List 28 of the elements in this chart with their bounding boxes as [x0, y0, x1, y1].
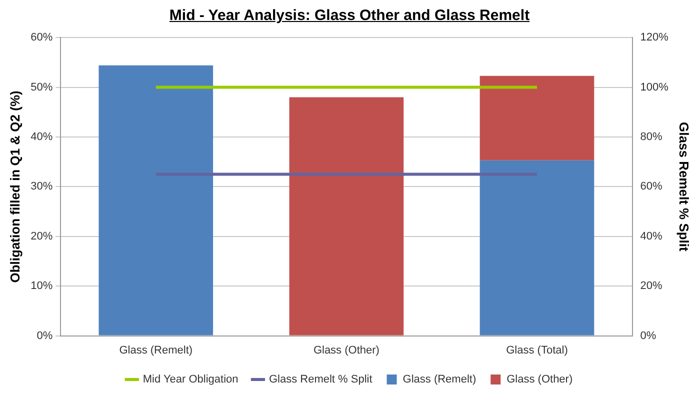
x-tick-label: Glass (Other) — [313, 344, 380, 356]
y2-axis-title: Glass Remelt % Split — [676, 122, 692, 252]
y-tick-label: 50% — [30, 81, 53, 94]
y2-tick-label: 0% — [640, 330, 656, 342]
bar — [98, 65, 214, 336]
bar — [289, 97, 404, 336]
chart-title: Mid - Year Analysis: Glass Other and Glass Remelt — [168, 6, 531, 26]
x-tick-label: Glass (Total) — [506, 344, 568, 356]
x-tick-label: Glass (Remelt) — [119, 344, 193, 356]
y-tick-label: 30% — [30, 180, 53, 193]
y2-tick-label: 100% — [640, 81, 669, 94]
legend-label: Glass (Remelt) — [402, 374, 476, 386]
bar — [480, 160, 594, 336]
y2-tick-label: 80% — [640, 131, 662, 144]
y2-tick-label: 40% — [640, 230, 662, 242]
y-tick-label: 40% — [30, 131, 53, 144]
y-tick-label: 20% — [30, 230, 53, 242]
y2-tick-label: 60% — [640, 180, 662, 193]
bar — [480, 76, 594, 160]
y2-tick-label: 120% — [640, 32, 669, 44]
y-tick-label: 0% — [36, 330, 53, 342]
y-tick-label: 10% — [30, 280, 53, 292]
legend-label: Glass Remelt % Split — [268, 374, 372, 386]
legend-label: Mid Year Obligation — [142, 374, 238, 386]
y-tick-label: 60% — [30, 32, 53, 44]
y-axis-title: Obligation filled in Q1 & Q2 (%) — [7, 90, 22, 283]
y2-tick-label: 20% — [640, 280, 662, 292]
legend-label: Glass (Other) — [506, 374, 573, 386]
